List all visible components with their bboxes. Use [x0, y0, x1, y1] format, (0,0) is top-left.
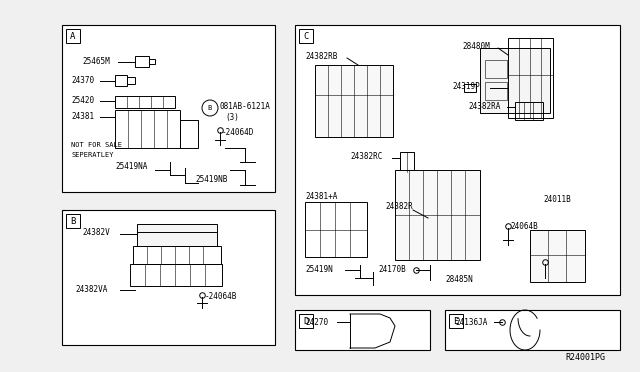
Bar: [149, 59, 155, 64]
Text: R24001PG: R24001PG: [565, 353, 605, 362]
Text: B: B: [208, 105, 212, 111]
Text: C: C: [303, 32, 308, 41]
Text: 24319P: 24319P: [452, 82, 480, 91]
Bar: [66, 214, 80, 228]
Text: 24270: 24270: [305, 318, 328, 327]
Bar: [295, 310, 430, 350]
Text: 24011B: 24011B: [543, 195, 571, 204]
Bar: [445, 310, 620, 350]
Bar: [515, 102, 543, 120]
Text: 24382V: 24382V: [82, 228, 109, 237]
Bar: [133, 246, 221, 264]
Text: 24136JA: 24136JA: [455, 318, 488, 327]
Bar: [115, 110, 180, 148]
Bar: [299, 314, 313, 328]
Text: 24381+A: 24381+A: [305, 192, 337, 201]
Bar: [305, 202, 367, 257]
Text: (3): (3): [225, 113, 239, 122]
Bar: [180, 120, 198, 148]
Text: 24064B: 24064B: [510, 222, 538, 231]
Bar: [62, 210, 275, 345]
Bar: [115, 96, 175, 108]
Text: A: A: [70, 32, 76, 41]
Text: 25420: 25420: [71, 96, 94, 105]
Text: 25419N: 25419N: [305, 265, 333, 274]
Bar: [449, 314, 463, 328]
Bar: [299, 29, 313, 43]
Bar: [66, 29, 80, 43]
Text: 24382RC: 24382RC: [350, 152, 382, 161]
Bar: [530, 230, 585, 282]
Text: 25419NA: 25419NA: [115, 162, 147, 171]
Bar: [508, 38, 553, 118]
Bar: [485, 60, 507, 78]
Bar: [315, 65, 393, 137]
Text: E: E: [453, 317, 459, 326]
Bar: [485, 82, 507, 100]
Bar: [135, 56, 149, 67]
Text: 24170B: 24170B: [378, 265, 406, 274]
Text: 28480M: 28480M: [462, 42, 490, 51]
Text: 24381: 24381: [71, 112, 94, 121]
Text: D: D: [303, 317, 308, 326]
Text: -24064D: -24064D: [222, 128, 254, 137]
Text: 24370: 24370: [71, 76, 94, 85]
Text: 24382VA: 24382VA: [75, 285, 108, 294]
Text: 25465M: 25465M: [82, 57, 109, 66]
Text: 24382RA: 24382RA: [468, 102, 500, 111]
Bar: [400, 152, 414, 172]
Bar: [480, 48, 550, 113]
Text: 24382RB: 24382RB: [305, 52, 337, 61]
Bar: [62, 25, 275, 192]
Bar: [464, 84, 476, 92]
Bar: [115, 75, 127, 86]
Bar: [130, 264, 222, 286]
Bar: [295, 25, 620, 295]
Text: B: B: [70, 217, 76, 225]
Bar: [137, 224, 217, 246]
Text: 28485N: 28485N: [445, 275, 473, 284]
Text: 24382R: 24382R: [385, 202, 413, 211]
Text: -24064B: -24064B: [205, 292, 237, 301]
Text: SEPERATLEY: SEPERATLEY: [71, 152, 113, 158]
Bar: [127, 77, 135, 84]
Text: 081AB-6121A: 081AB-6121A: [220, 102, 271, 111]
Text: 25419NB: 25419NB: [195, 175, 227, 184]
Text: NOT FOR SALE: NOT FOR SALE: [71, 142, 122, 148]
Bar: [395, 170, 480, 260]
